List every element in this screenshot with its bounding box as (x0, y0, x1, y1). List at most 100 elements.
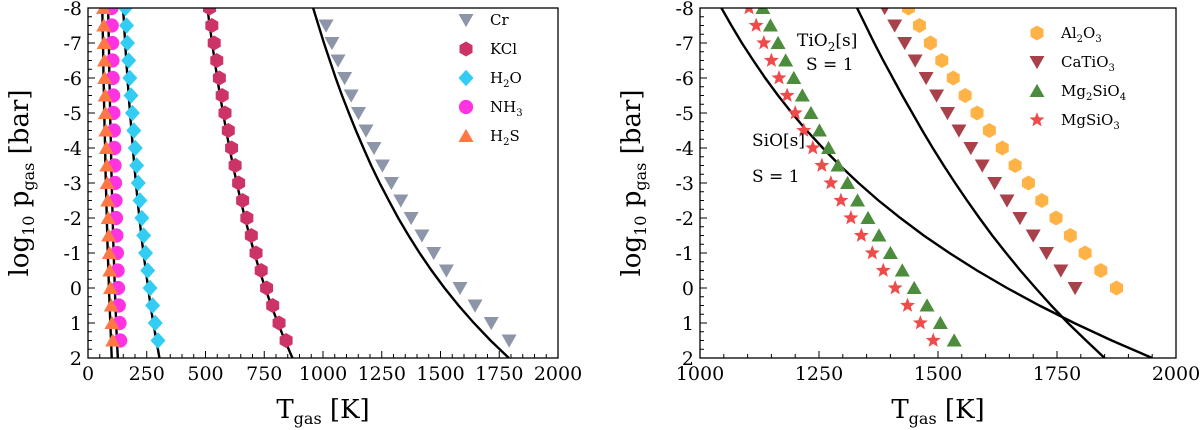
y-tick-label: 1 (70, 313, 82, 335)
kcl-point (212, 70, 226, 86)
h2o-point (140, 262, 156, 279)
y-tick-label: -8 (675, 0, 694, 20)
h2o-point (132, 192, 148, 209)
mg2sio4-point (882, 245, 898, 259)
cr-point (501, 334, 517, 348)
cr-point (383, 177, 399, 191)
kcl-point (225, 140, 239, 156)
kcl-point (260, 280, 274, 296)
h2o-legend-marker (458, 69, 474, 87)
right-y-axis-label: log10 pgas [bar] (617, 89, 650, 276)
mg2sio4-point (794, 88, 810, 102)
x-tick-label: 250 (129, 363, 165, 385)
h2s-legend-marker (458, 128, 474, 142)
x-tick-label: 2000 (1152, 363, 1200, 385)
al2o3-point (935, 53, 949, 68)
h2o-point (147, 314, 163, 332)
al2o3-legend-label: Al2O3 (1060, 24, 1102, 45)
h2s-point (96, 35, 112, 49)
kcl-point (215, 88, 229, 103)
al2o3-point (995, 140, 1009, 156)
h2o-point (122, 69, 138, 87)
catio3-point (1025, 229, 1041, 243)
h2s-point (97, 105, 113, 119)
mg2sio4-point (811, 123, 827, 137)
y-tick-label: -2 (675, 208, 694, 230)
mgsio3-point (779, 87, 795, 102)
mg2sio4-point (778, 53, 794, 67)
catio3-point (880, 8, 889, 16)
h2s-point (97, 70, 113, 84)
kcl-point (228, 158, 242, 173)
h2o-point (145, 297, 161, 314)
y-tick-label: -1 (675, 243, 694, 265)
kcl-point (218, 105, 232, 121)
kcl-legend-marker (459, 41, 473, 57)
cr-point (426, 247, 442, 261)
mg2sio4-legend-label: Mg2SiO4 (1061, 82, 1126, 103)
catio3-point (999, 194, 1015, 208)
right-supersaturation-curves (720, 8, 1153, 358)
right-panel: 1000 1250 1500 1750 2000-8-7-6-5-4-3-2-1012 … (617, 0, 1200, 428)
nh3-legend-label: NH3 (490, 98, 523, 119)
mgsio3-point (912, 315, 928, 330)
al2o3-point (1021, 175, 1035, 191)
y-tick-label: -4 (63, 138, 82, 160)
x-tick-label: 750 (246, 363, 282, 385)
h2s-point (102, 263, 118, 277)
al2o3-point (923, 35, 937, 51)
cr-point (393, 194, 409, 208)
al2o3-point (1094, 263, 1108, 278)
right-x-axis-label: Tgas [K] (891, 395, 984, 428)
kcl-point (244, 228, 258, 243)
catio3-point (907, 54, 923, 68)
h2o-point (119, 17, 135, 34)
kcl-point (279, 333, 293, 348)
h2s-point (104, 315, 120, 329)
sio-s-s-1-curve (720, 8, 1153, 358)
h2o-point (136, 227, 152, 244)
catio3-point (987, 177, 1003, 191)
h2s-point (96, 18, 112, 32)
y-tick-label: -2 (63, 208, 82, 230)
x-tick-label: 1000 (299, 363, 347, 385)
al2o3-point (901, 8, 915, 16)
al2o3-point (1035, 193, 1049, 208)
cr-point (403, 212, 419, 226)
cr-point (452, 282, 468, 296)
h2s-point (100, 210, 116, 224)
kcl-point (210, 53, 224, 68)
h2o-point (129, 157, 145, 174)
x-tick-label: 1750 (1033, 363, 1081, 385)
catio3-point (1039, 247, 1055, 261)
h2s-point (103, 280, 119, 294)
x-tick-label: 1250 (795, 363, 843, 385)
mg2sio4-point (803, 105, 819, 119)
mg2sio4-point (932, 315, 948, 329)
mg2sio4-legend-marker (1029, 83, 1045, 97)
h2o-point (142, 279, 158, 297)
cr-point (324, 37, 340, 51)
mgsio3-point (787, 105, 803, 120)
mgsio3-point (748, 17, 764, 32)
h2s-point (96, 8, 112, 14)
x-tick-label: 2000 (534, 363, 582, 385)
right-data-points (744, 8, 1123, 347)
h2s-point (98, 140, 114, 154)
mg2sio4-point (830, 158, 846, 172)
catio3-point (918, 72, 934, 86)
left-data-points (96, 8, 517, 349)
h2s-point (99, 175, 115, 189)
kcl-point (272, 315, 286, 331)
mgsio3-point (887, 280, 903, 295)
left-y-axis-label: log10 pgas [bar] (5, 89, 38, 276)
cr-point (337, 72, 353, 86)
cr-point (343, 89, 359, 103)
al2o3-point (1110, 280, 1123, 296)
catio3-point (1012, 212, 1028, 226)
mgsio3-point (805, 140, 821, 155)
cr-point (350, 107, 366, 121)
mg2sio4-point (919, 298, 935, 312)
mgsio3-point (756, 35, 772, 50)
h2s-point (97, 88, 113, 102)
